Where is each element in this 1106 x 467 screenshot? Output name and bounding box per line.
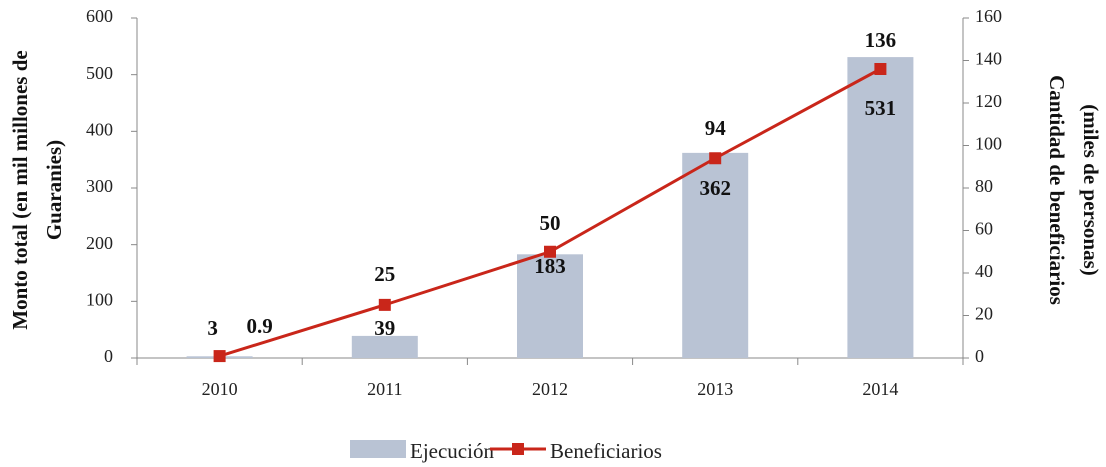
data-label: 39 <box>374 316 395 340</box>
y2-tick-label: 160 <box>975 6 1002 26</box>
bar <box>682 152 749 358</box>
y2-tick-label: 140 <box>975 49 1002 69</box>
data-label: 183 <box>534 254 566 278</box>
legend-label: Beneficiarios <box>550 439 662 463</box>
data-label: 25 <box>374 262 395 286</box>
y2-tick-label: 40 <box>975 261 993 281</box>
x-tick-label: 2011 <box>367 379 402 399</box>
y-tick-label: 100 <box>86 289 113 309</box>
legend-swatch <box>350 440 406 458</box>
legend-label: Ejecución <box>410 439 494 463</box>
data-label: 50 <box>540 211 561 235</box>
y-tick-label: 500 <box>86 63 113 83</box>
marker <box>874 63 887 75</box>
legend-swatch <box>512 443 524 455</box>
data-label: 3 <box>207 316 218 340</box>
x-tick-label: 2013 <box>697 379 733 399</box>
marker <box>378 298 391 311</box>
x-tick-label: 2012 <box>532 379 568 399</box>
y2-tick-label: 100 <box>975 134 1002 154</box>
data-label: 94 <box>705 116 727 140</box>
y2-tick-label: 20 <box>975 304 993 324</box>
marker <box>213 350 226 363</box>
y-tick-label: 0 <box>104 346 113 366</box>
y2-tick-label: 0 <box>975 346 984 366</box>
data-label: 0.9 <box>246 314 272 338</box>
x-tick-label: 2010 <box>202 379 238 399</box>
x-tick-label: 2014 <box>862 379 898 399</box>
y-axis-title: Guaranies) <box>42 140 66 240</box>
y-axis-title: Monto total (en mil millones de <box>8 50 32 329</box>
bar <box>517 254 583 358</box>
bar <box>351 335 418 358</box>
y-tick-label: 200 <box>86 233 113 253</box>
marker <box>544 245 556 258</box>
y2-axis-title: (miles de personas) <box>1079 104 1103 276</box>
y2-tick-label: 120 <box>975 91 1002 111</box>
marker <box>709 152 722 165</box>
data-label: 362 <box>699 176 731 200</box>
y2-axis-title: Cantidad de beneficiarios <box>1045 75 1069 305</box>
y-tick-label: 400 <box>86 119 113 139</box>
y2-tick-label: 60 <box>975 219 993 239</box>
data-label: 136 <box>865 28 897 52</box>
data-label: 531 <box>865 96 897 120</box>
y-tick-label: 300 <box>86 176 113 196</box>
bar <box>847 57 914 358</box>
y-tick-label: 600 <box>86 6 113 26</box>
y2-tick-label: 80 <box>975 176 993 196</box>
